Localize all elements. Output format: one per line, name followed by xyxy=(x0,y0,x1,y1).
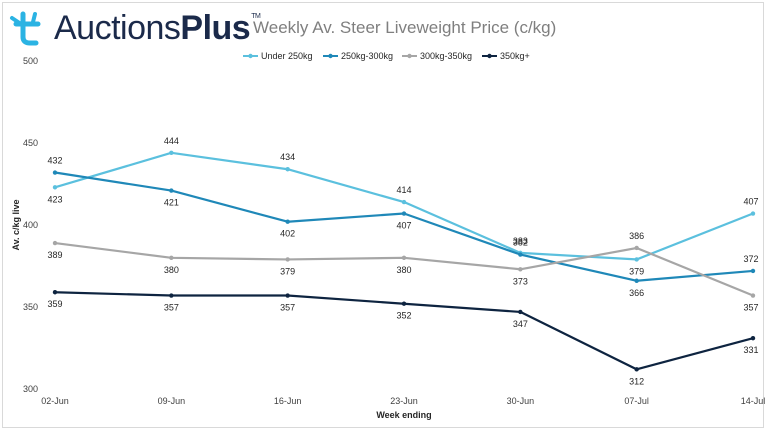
data-point xyxy=(634,245,639,251)
y-tick-label: 500 xyxy=(23,56,38,66)
data-label: 444 xyxy=(164,136,179,146)
chart-frame xyxy=(2,2,764,428)
y-axis-title: Av. c/kg live xyxy=(11,199,21,250)
data-point xyxy=(518,309,523,315)
data-point xyxy=(285,219,290,224)
x-tick-label: 14-Jul xyxy=(741,396,766,406)
data-label: 357 xyxy=(743,303,758,313)
chart-title: Weekly Av. Steer Liveweight Price (c/kg) xyxy=(253,18,557,37)
data-point xyxy=(285,167,290,172)
data-label: 380 xyxy=(164,265,179,275)
data-point xyxy=(401,255,407,260)
data-label: 331 xyxy=(743,345,758,355)
data-point xyxy=(750,293,756,298)
y-tick-label: 450 xyxy=(23,138,38,148)
x-tick-label: 16-Jun xyxy=(274,396,302,406)
legend-swatch-marker xyxy=(487,53,492,59)
data-label: 357 xyxy=(280,303,295,313)
x-tick-label: 07-Jul xyxy=(624,396,649,406)
legend-swatch-marker xyxy=(328,53,333,59)
data-point xyxy=(285,257,290,262)
data-label: 366 xyxy=(629,288,644,298)
data-label: 386 xyxy=(629,231,644,241)
data-label: 382 xyxy=(513,238,528,248)
data-point xyxy=(634,278,639,283)
legend-entry: 350kg+ xyxy=(500,51,530,61)
data-label: 414 xyxy=(396,185,411,195)
x-tick-label: 30-Jun xyxy=(507,396,535,406)
y-tick-label: 350 xyxy=(23,302,38,312)
data-label: 407 xyxy=(743,197,758,207)
legend-entry: 250kg-300kg xyxy=(341,51,393,61)
data-point xyxy=(52,185,58,190)
brand-name-bold: Plus xyxy=(180,9,251,47)
data-point xyxy=(169,293,174,298)
data-label: 432 xyxy=(47,156,62,166)
data-label: 372 xyxy=(743,254,758,264)
x-tick-label: 23-Jun xyxy=(390,396,418,406)
data-point xyxy=(169,150,174,156)
data-label: 379 xyxy=(629,266,644,276)
data-point xyxy=(401,199,407,205)
data-label: 380 xyxy=(396,265,411,275)
data-point xyxy=(401,301,407,306)
brand-name: AuctionsPlusTM xyxy=(54,9,261,47)
data-label: 383 xyxy=(513,236,528,246)
data-point xyxy=(169,188,174,193)
data-label: 407 xyxy=(396,221,411,231)
x-tick-label: 09-Jun xyxy=(158,396,186,406)
brand-header: AuctionsPlusTM xyxy=(6,8,261,48)
brand-name-regular: Auctions xyxy=(54,9,181,47)
legend-swatch-marker xyxy=(248,53,253,59)
data-point xyxy=(750,211,756,216)
legend-entry: Under 250kg xyxy=(261,51,313,61)
data-label: 402 xyxy=(280,229,295,239)
data-label: 347 xyxy=(513,319,528,329)
x-axis-title: Week ending xyxy=(376,410,431,420)
auctionsplus-logo-icon xyxy=(10,11,41,46)
data-point xyxy=(285,293,290,298)
data-label: 389 xyxy=(47,250,62,260)
legend-entry: 300kg-350kg xyxy=(420,51,472,61)
data-point xyxy=(52,240,58,246)
data-label: 312 xyxy=(629,376,644,386)
data-point xyxy=(750,335,756,341)
legend: Under 250kg 250kg-300kg 300kg-350kg 350kg+ xyxy=(243,51,530,61)
data-point xyxy=(52,290,58,295)
x-axis: 02-Jun 09-Jun 16-Jun 23-Jun 30-Jun 07-Jul 14-J… xyxy=(41,396,765,406)
data-labels: 423 444 434 414 383 379 407 432 421 402 407 382 366 3… xyxy=(47,136,758,386)
data-label: 423 xyxy=(47,194,62,204)
data-label: 421 xyxy=(164,198,179,208)
data-point xyxy=(518,267,523,272)
y-axis: 300 350 400 450 500 xyxy=(23,56,38,394)
data-point xyxy=(401,211,407,216)
data-point xyxy=(52,170,58,175)
series-line xyxy=(54,151,754,261)
data-point xyxy=(518,252,523,257)
data-label: 434 xyxy=(280,152,295,162)
y-tick-label: 300 xyxy=(23,384,38,394)
series-group xyxy=(52,150,756,372)
legend-swatch-marker xyxy=(407,53,412,59)
data-label: 379 xyxy=(280,266,295,276)
data-point xyxy=(634,257,639,262)
data-point xyxy=(169,255,174,260)
data-point xyxy=(750,268,756,274)
data-label: 359 xyxy=(47,299,62,309)
x-tick-label: 02-Jun xyxy=(41,396,69,406)
brand-trademark: TM xyxy=(251,13,261,20)
y-tick-label: 400 xyxy=(23,220,38,230)
data-label: 352 xyxy=(396,311,411,321)
data-label: 357 xyxy=(164,303,179,313)
data-label: 373 xyxy=(513,276,528,286)
data-point xyxy=(634,367,639,372)
